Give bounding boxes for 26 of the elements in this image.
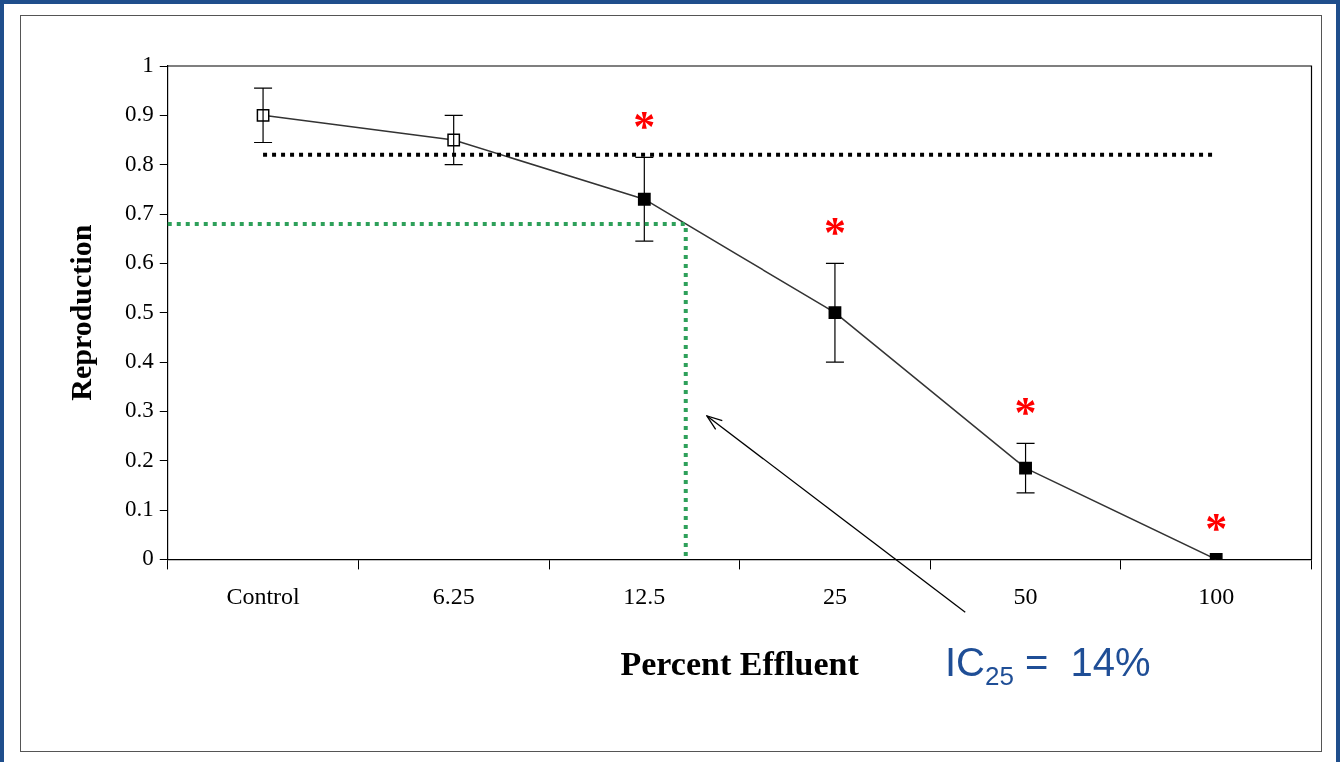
y-tick-label: 0: [142, 545, 154, 571]
y-tick-label: 0.6: [125, 249, 154, 275]
x-tick-label: 25: [822, 583, 847, 610]
annotation: *: [633, 101, 656, 151]
annotation: *: [823, 207, 846, 257]
y-tick-label: 0.3: [125, 397, 154, 423]
annotation: *: [1205, 503, 1228, 553]
x-tick-label: Control: [226, 583, 301, 610]
y-tick-label: 0.5: [125, 298, 154, 324]
y-tick-label: 0.1: [125, 496, 154, 522]
x-axis-title: Percent Effluent: [620, 645, 860, 683]
x-tick-label: 12.5: [623, 583, 666, 610]
y-tick-label: 0.8: [125, 150, 154, 176]
y-tick-label: 0.4: [125, 348, 155, 374]
point: [1019, 461, 1032, 475]
y-tick-label: 0.7: [125, 200, 154, 226]
y-tick-label: 0.9: [125, 101, 154, 127]
y-tick-label: 0.2: [125, 446, 154, 472]
point: [637, 192, 651, 206]
x-tick-label: 6.25: [432, 583, 475, 610]
y-axis-title: Reproduction: [63, 224, 97, 401]
x-tick-label: 100: [1198, 583, 1235, 610]
annotation: *: [1014, 387, 1037, 437]
text: IC$_{25}$ = 14%: [945, 640, 1151, 692]
x-tick-label: 50: [1013, 583, 1038, 610]
y-tick-label: 1: [142, 52, 154, 78]
